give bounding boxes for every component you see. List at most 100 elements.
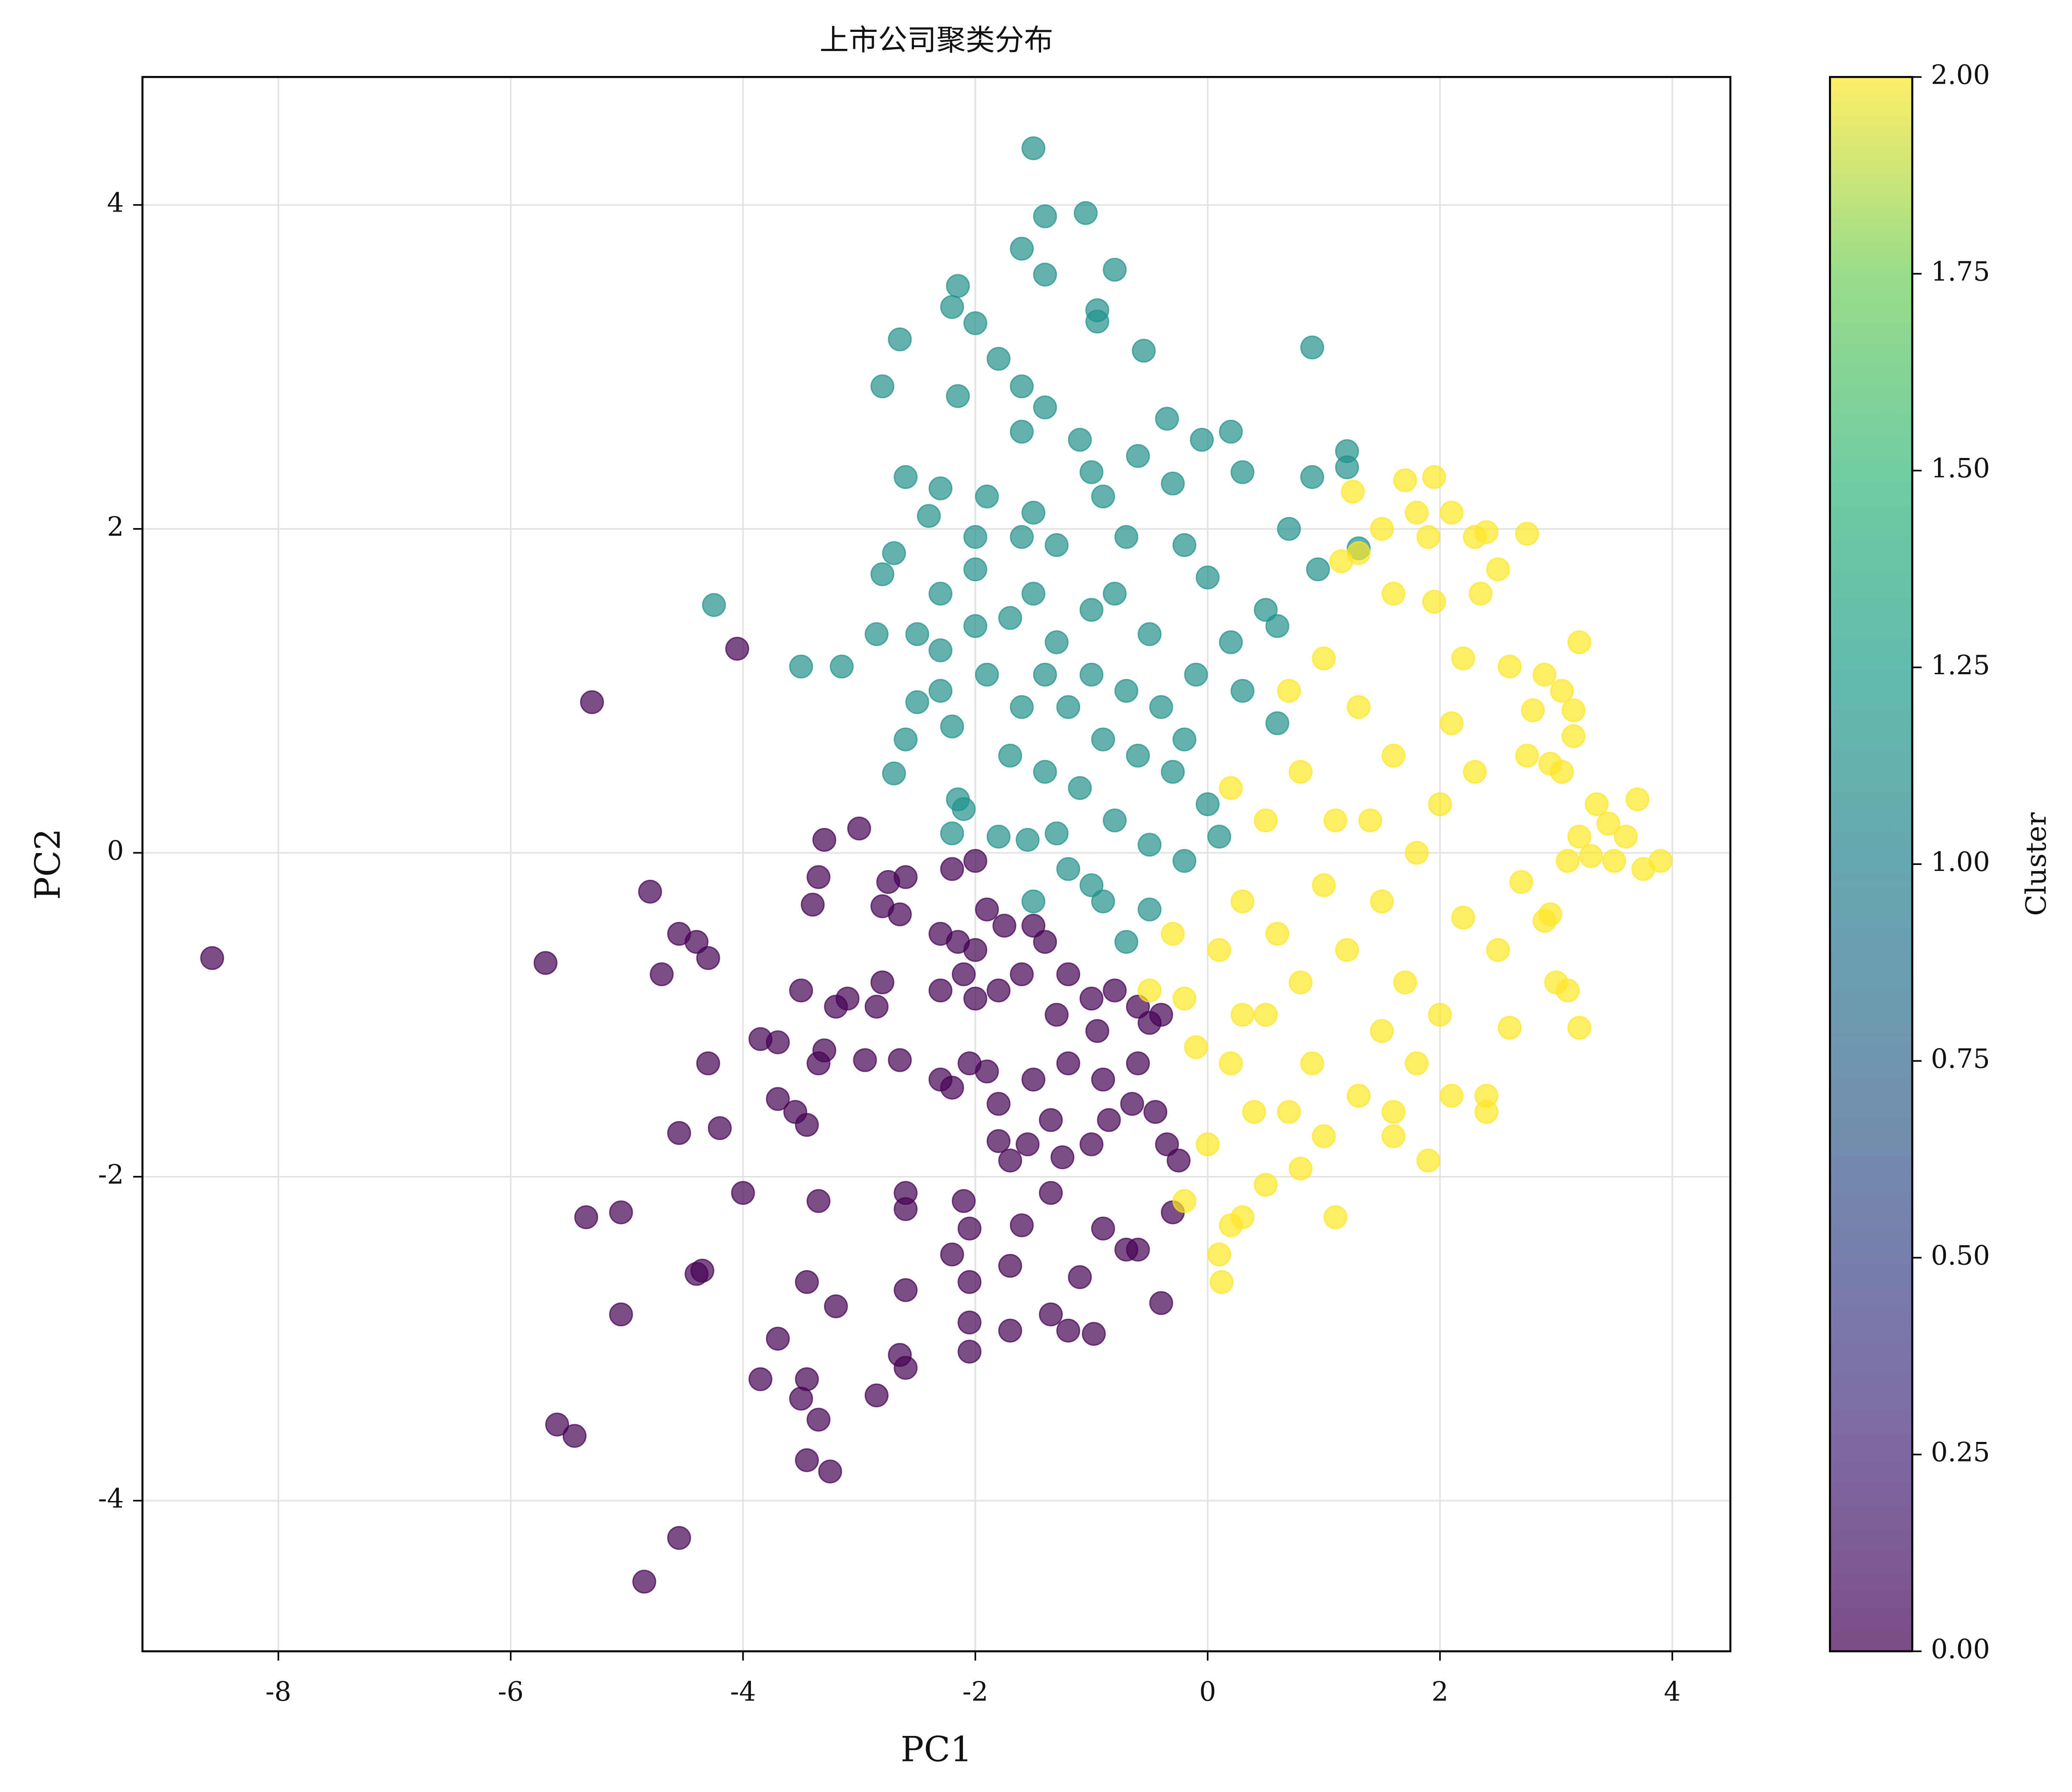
point [1323, 1205, 1347, 1230]
point [795, 1270, 819, 1294]
point [1370, 517, 1394, 541]
point [917, 504, 941, 528]
x-tick-label: 4 [1664, 1676, 1681, 1707]
point [748, 1367, 773, 1391]
point [812, 828, 836, 852]
point [795, 1448, 819, 1473]
point [1550, 678, 1574, 703]
point [1335, 938, 1359, 962]
point [1068, 428, 1092, 452]
point [807, 865, 831, 889]
colorbar-tick-label: 0.50 [1931, 1240, 1990, 1271]
point [1021, 889, 1046, 913]
point [864, 1383, 889, 1408]
point [1497, 654, 1522, 679]
point [1172, 727, 1197, 752]
point [638, 879, 662, 904]
point [1050, 1145, 1075, 1170]
point [986, 1092, 1011, 1116]
point [1021, 1067, 1046, 1092]
point [1056, 1051, 1081, 1076]
point [1184, 1035, 1208, 1059]
point [963, 525, 988, 549]
point [580, 690, 604, 714]
point [1016, 1132, 1040, 1156]
point [1300, 465, 1325, 489]
point [998, 743, 1022, 768]
point [766, 1030, 790, 1054]
point [1341, 480, 1365, 504]
point [702, 593, 726, 617]
point [1056, 1318, 1081, 1343]
point [1404, 841, 1429, 865]
point [1463, 760, 1487, 784]
point [1143, 1100, 1168, 1124]
point [1085, 309, 1110, 334]
point [1016, 828, 1040, 852]
point [1039, 1181, 1063, 1205]
point [957, 1216, 982, 1241]
point [1195, 792, 1220, 817]
point [998, 606, 1022, 630]
point [1161, 921, 1185, 946]
point [1515, 743, 1539, 768]
point [940, 1075, 964, 1100]
point [1010, 695, 1034, 719]
point [766, 1326, 790, 1351]
point [1103, 257, 1127, 282]
point [1114, 678, 1138, 703]
point [1370, 889, 1394, 913]
point [1166, 1148, 1191, 1173]
point [1138, 978, 1162, 1003]
colorbar-tick-label: 1.50 [1931, 453, 1990, 484]
point [1265, 614, 1290, 638]
point [1138, 622, 1162, 646]
point [1207, 825, 1231, 849]
point [1277, 517, 1301, 541]
point [685, 930, 709, 954]
point [1021, 913, 1046, 938]
point [1010, 1213, 1034, 1238]
point [1567, 825, 1591, 849]
point [928, 978, 953, 1003]
point [1219, 1051, 1243, 1076]
point [1207, 938, 1231, 962]
y-tick-label: -4 [98, 1483, 124, 1514]
point [1091, 727, 1115, 752]
point [725, 636, 749, 661]
point [998, 1318, 1022, 1343]
point [975, 897, 999, 921]
point [986, 1129, 1011, 1153]
point [1515, 522, 1539, 546]
point [1230, 678, 1255, 703]
point [870, 970, 894, 995]
point [1010, 237, 1034, 261]
point [1033, 760, 1057, 784]
point [1103, 808, 1127, 833]
point [894, 727, 918, 752]
point [1509, 870, 1534, 894]
point [1381, 743, 1406, 768]
point [975, 484, 999, 509]
colorbar-tick-label: 1.00 [1931, 846, 1990, 877]
point [1114, 930, 1138, 954]
point [905, 690, 929, 714]
point [1625, 787, 1650, 811]
point [928, 638, 953, 662]
point [1474, 1100, 1499, 1124]
point [1010, 419, 1034, 444]
point [789, 1386, 813, 1411]
point [1358, 808, 1382, 833]
point [1039, 1108, 1063, 1132]
point [1422, 465, 1446, 489]
point [1195, 565, 1220, 590]
point [609, 1302, 633, 1326]
point [853, 1048, 877, 1072]
point [812, 1038, 836, 1063]
point [696, 1051, 720, 1076]
point [957, 1340, 982, 1364]
colorbar-tick-label: 1.25 [1931, 650, 1990, 681]
point [1033, 930, 1057, 954]
point [1207, 1242, 1231, 1266]
point [1068, 1265, 1092, 1289]
